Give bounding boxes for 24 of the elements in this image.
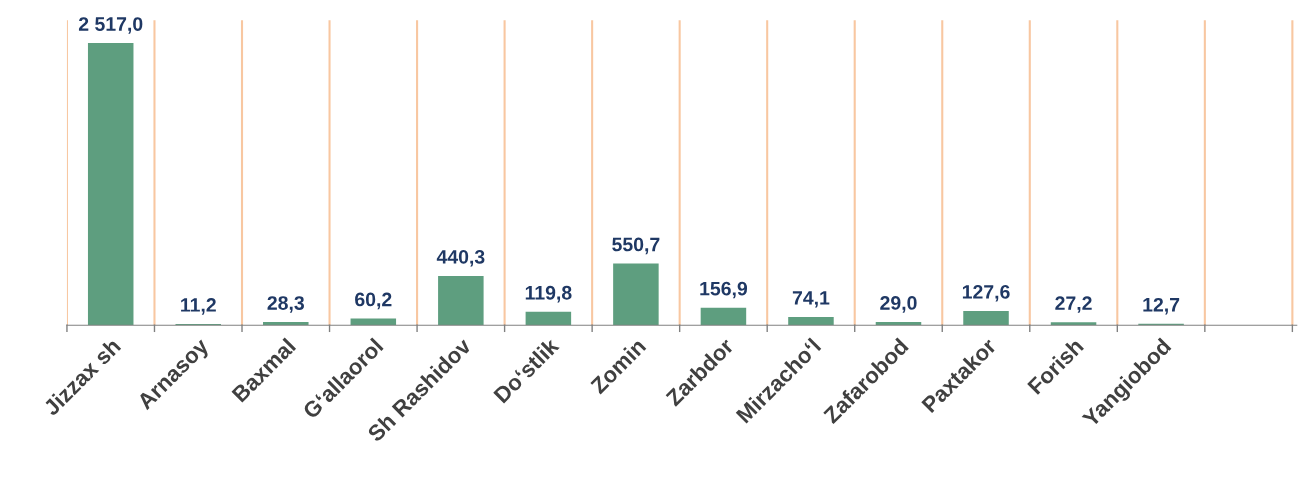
data-label: 29,0	[880, 296, 917, 313]
bar	[963, 310, 1009, 326]
bar	[613, 263, 659, 326]
data-label: 12,7	[1143, 297, 1180, 315]
bar	[1050, 322, 1097, 326]
data-label: 156,9	[700, 281, 748, 299]
data-label: 119,8	[525, 285, 572, 303]
data-label: 28,3	[267, 296, 304, 313]
data-label: 74,1	[792, 291, 830, 308]
bar	[350, 318, 397, 326]
bar	[700, 307, 747, 326]
data-label: 11,2	[181, 298, 216, 315]
data-label: 440,3	[436, 249, 485, 267]
data-label: 60,2	[355, 292, 392, 310]
data-label: 2 517,0	[78, 17, 143, 34]
data-label: 127,6	[962, 285, 1010, 302]
bar	[438, 275, 484, 326]
data-label: 27,2	[1055, 296, 1092, 313]
bar	[525, 311, 572, 326]
bar	[788, 316, 834, 326]
bar	[263, 322, 309, 326]
bar	[87, 43, 134, 326]
bar	[875, 322, 922, 326]
data-label: 550,7	[612, 237, 660, 255]
